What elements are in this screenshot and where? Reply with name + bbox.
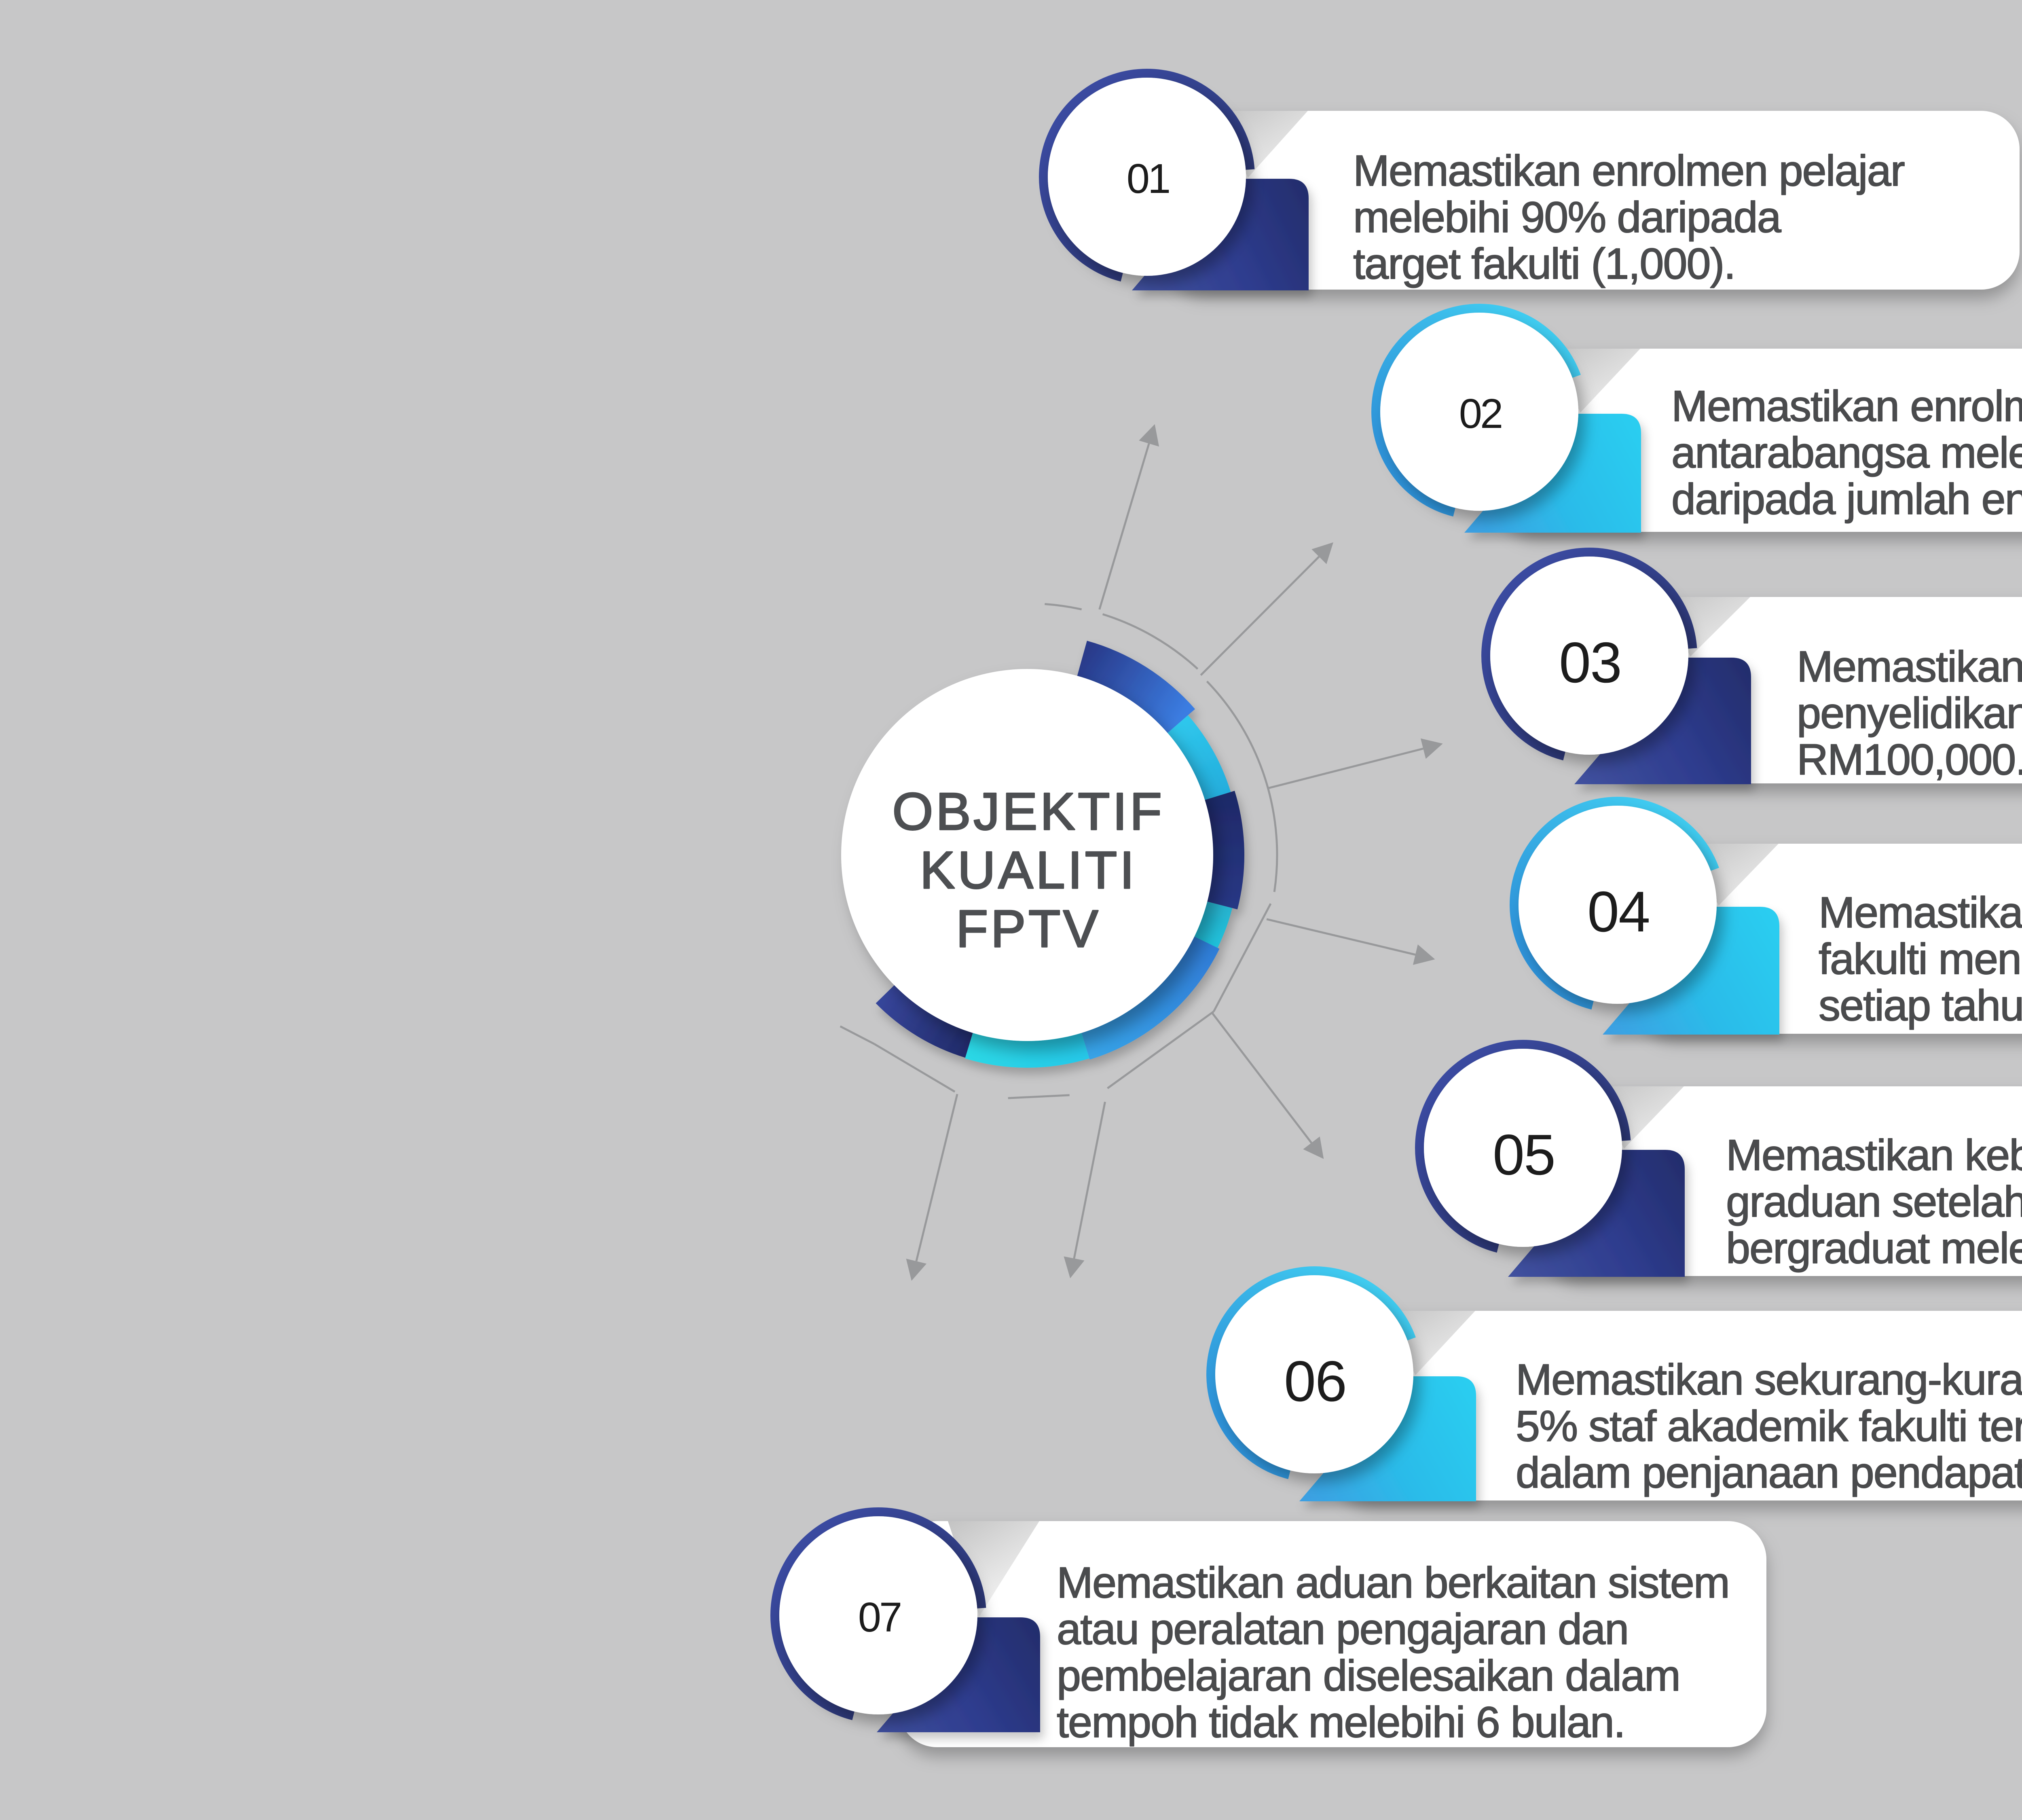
svg-text:03: 03: [1559, 631, 1621, 695]
svg-text:setiap tahun.: setiap tahun.: [1819, 981, 2022, 1030]
svg-text:01: 01: [1127, 155, 1169, 202]
svg-text:antarabangsa melebihi 6%: antarabangsa melebihi 6%: [1671, 428, 2022, 477]
svg-text:FPTV: FPTV: [956, 899, 1101, 958]
svg-text:pembelajaran diselesaikan dala: pembelajaran diselesaikan dalam: [1057, 1651, 1680, 1700]
svg-text:penyelidikan baharu melebihi: penyelidikan baharu melebihi: [1797, 688, 2022, 737]
svg-text:daripada jumlah enrolmen semas: daripada jumlah enrolmen semasa.: [1671, 474, 2022, 523]
svg-text:Memastikan aduan berkaitan sis: Memastikan aduan berkaitan sistem: [1057, 1558, 1729, 1607]
svg-text:bergraduat melebihi 80%.: bergraduat melebihi 80%.: [1726, 1223, 2022, 1272]
svg-text:02: 02: [1459, 390, 1502, 437]
svg-text:Memastikan H-index (SCOPUS): Memastikan H-index (SCOPUS): [1819, 888, 2022, 937]
svg-text:05: 05: [1493, 1123, 1555, 1187]
svg-text:Memastikan kebolehkerjaan: Memastikan kebolehkerjaan: [1726, 1130, 2022, 1179]
svg-text:Memastikan enrolmen pelajar: Memastikan enrolmen pelajar: [1671, 381, 2022, 430]
svg-text:OBJEKTIF: OBJEKTIF: [892, 782, 1164, 841]
svg-text:07: 07: [858, 1594, 901, 1640]
svg-text:5% staf akademik fakulti terli: 5% staf akademik fakulti terlibat: [1516, 1401, 2022, 1450]
svg-text:Memastikan pencapaian dana: Memastikan pencapaian dana: [1797, 642, 2022, 691]
svg-text:06: 06: [1284, 1349, 1346, 1414]
svg-text:KUALITI: KUALITI: [920, 840, 1137, 899]
svg-text:04: 04: [1587, 880, 1650, 944]
svg-text:target fakulti (1,000).: target fakulti (1,000).: [1353, 239, 1735, 288]
svg-text:dalam penjanaan pendapatan.: dalam penjanaan pendapatan.: [1516, 1448, 2022, 1497]
svg-text:Memastikan enrolmen pelajar: Memastikan enrolmen pelajar: [1353, 146, 1905, 195]
svg-text:melebihi 90% daripada: melebihi 90% daripada: [1353, 193, 1782, 241]
svg-text:fakulti meningkat 1 nilai inde: fakulti meningkat 1 nilai indeks: [1819, 934, 2022, 983]
svg-text:graduan setelah 6 bulan: graduan setelah 6 bulan: [1726, 1177, 2022, 1226]
svg-text:tempoh tidak melebihi 6 bulan.: tempoh tidak melebihi 6 bulan.: [1057, 1697, 1625, 1746]
svg-text:Memastikan sekurang-kurangnya: Memastikan sekurang-kurangnya: [1516, 1355, 2022, 1404]
svg-text:RM100,000.00 setahun.: RM100,000.00 setahun.: [1797, 735, 2022, 784]
svg-text:atau peralatan pengajaran dan: atau peralatan pengajaran dan: [1057, 1604, 1628, 1653]
